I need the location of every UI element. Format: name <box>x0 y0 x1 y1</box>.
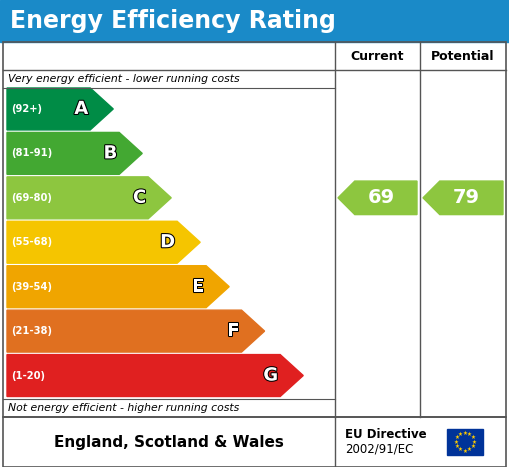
Text: England, Scotland & Wales: England, Scotland & Wales <box>54 434 284 450</box>
Text: ★: ★ <box>470 435 475 440</box>
Text: E: E <box>192 278 204 296</box>
Text: Very energy efficient - lower running costs: Very energy efficient - lower running co… <box>8 74 240 84</box>
Text: (69-80): (69-80) <box>11 193 52 203</box>
Bar <box>447 429 483 455</box>
Polygon shape <box>7 221 200 263</box>
Text: (92+): (92+) <box>11 104 42 114</box>
Bar <box>3 417 506 467</box>
Text: B: B <box>103 144 117 163</box>
Text: (81-91): (81-91) <box>11 149 52 158</box>
Text: (39-54): (39-54) <box>11 282 52 292</box>
Text: ★: ★ <box>467 447 472 453</box>
Text: Potential: Potential <box>431 50 495 63</box>
Text: F: F <box>228 322 240 340</box>
Text: D: D <box>160 233 175 251</box>
Text: 79: 79 <box>453 188 480 207</box>
Polygon shape <box>7 266 229 308</box>
Text: A: A <box>74 100 88 118</box>
Bar <box>0 0 509 42</box>
Polygon shape <box>7 133 142 174</box>
Text: ★: ★ <box>455 435 460 440</box>
Polygon shape <box>7 354 303 396</box>
Text: 2002/91/EC: 2002/91/EC <box>345 443 413 455</box>
Text: ★: ★ <box>471 439 476 445</box>
Text: Current: Current <box>351 50 404 63</box>
Text: Not energy efficient - higher running costs: Not energy efficient - higher running co… <box>8 403 239 413</box>
Text: ★: ★ <box>454 439 459 445</box>
Text: C: C <box>133 189 146 207</box>
Text: 69: 69 <box>367 188 394 207</box>
Text: ★: ★ <box>463 448 467 453</box>
Text: ★: ★ <box>458 447 463 453</box>
Text: EU Directive: EU Directive <box>345 429 427 441</box>
Polygon shape <box>7 310 265 352</box>
Text: ★: ★ <box>467 432 472 437</box>
Text: ★: ★ <box>463 431 467 436</box>
Text: ★: ★ <box>470 444 475 449</box>
Text: (21-38): (21-38) <box>11 326 52 336</box>
Text: (55-68): (55-68) <box>11 237 52 247</box>
Polygon shape <box>338 181 417 215</box>
Bar <box>3 42 506 417</box>
Polygon shape <box>7 88 114 130</box>
Text: Energy Efficiency Rating: Energy Efficiency Rating <box>10 9 336 33</box>
Polygon shape <box>423 181 503 215</box>
Text: ★: ★ <box>455 444 460 449</box>
Text: G: G <box>263 367 278 384</box>
Text: ★: ★ <box>458 432 463 437</box>
Text: (1-20): (1-20) <box>11 370 45 381</box>
Polygon shape <box>7 177 171 219</box>
